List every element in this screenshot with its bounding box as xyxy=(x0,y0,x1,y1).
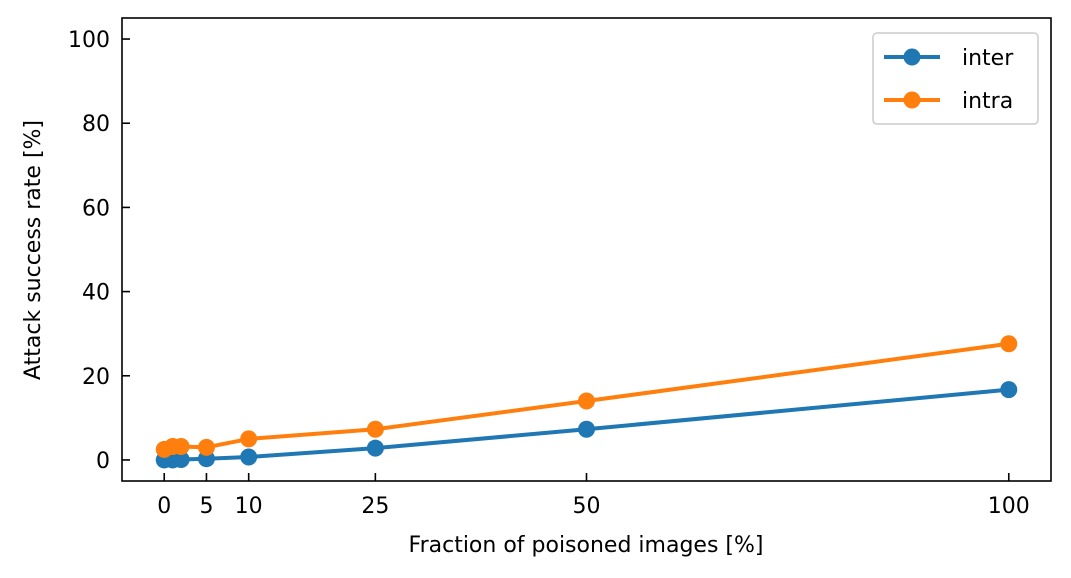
y-tick-label: 60 xyxy=(82,196,110,221)
y-tick-label: 0 xyxy=(96,449,110,474)
x-tick-label: 0 xyxy=(157,494,171,519)
legend-marker-inter xyxy=(903,48,921,66)
y-tick-label: 40 xyxy=(82,281,110,306)
legend-label-inter: inter xyxy=(962,46,1014,71)
y-tick-label: 20 xyxy=(82,365,110,390)
data-point-inter xyxy=(240,448,258,466)
legend-entry-inter: inter xyxy=(884,46,1014,71)
data-point-inter xyxy=(578,420,595,438)
data-point-inter xyxy=(1000,381,1018,399)
x-axis-label: Fraction of poisoned images [%] xyxy=(409,533,764,558)
data-point-intra xyxy=(172,437,190,455)
legend: inter intra xyxy=(872,32,1039,125)
legend-marker-intra xyxy=(903,91,921,109)
y-tick-label: 80 xyxy=(82,112,110,137)
x-tick-label: 5 xyxy=(199,494,213,519)
legend-entries: inter intra xyxy=(884,46,1014,114)
data-point-intra xyxy=(240,430,258,448)
series-inter xyxy=(155,381,1018,469)
data-point-inter xyxy=(172,451,190,469)
legend-entry-intra: intra xyxy=(884,89,1013,114)
legend-label-intra: intra xyxy=(962,89,1013,114)
data-point-intra xyxy=(578,392,595,410)
x-tick-label: 25 xyxy=(361,494,389,519)
data-point-intra xyxy=(1000,335,1018,353)
data-point-intra xyxy=(197,438,215,456)
x-tick-label: 100 xyxy=(988,494,1030,519)
series-layer xyxy=(155,335,1018,469)
x-tick-label: 10 xyxy=(235,494,263,519)
y-tick-label: 100 xyxy=(68,28,110,53)
data-point-intra xyxy=(366,420,384,438)
x-tick-label: 50 xyxy=(573,494,601,519)
ticks-layer: 0 5 10 25 50 100 0 20 40 60 80 100 xyxy=(68,28,1030,519)
series-intra xyxy=(155,335,1018,458)
data-point-inter xyxy=(366,439,384,457)
y-axis-label: Attack success rate [%] xyxy=(21,120,46,380)
